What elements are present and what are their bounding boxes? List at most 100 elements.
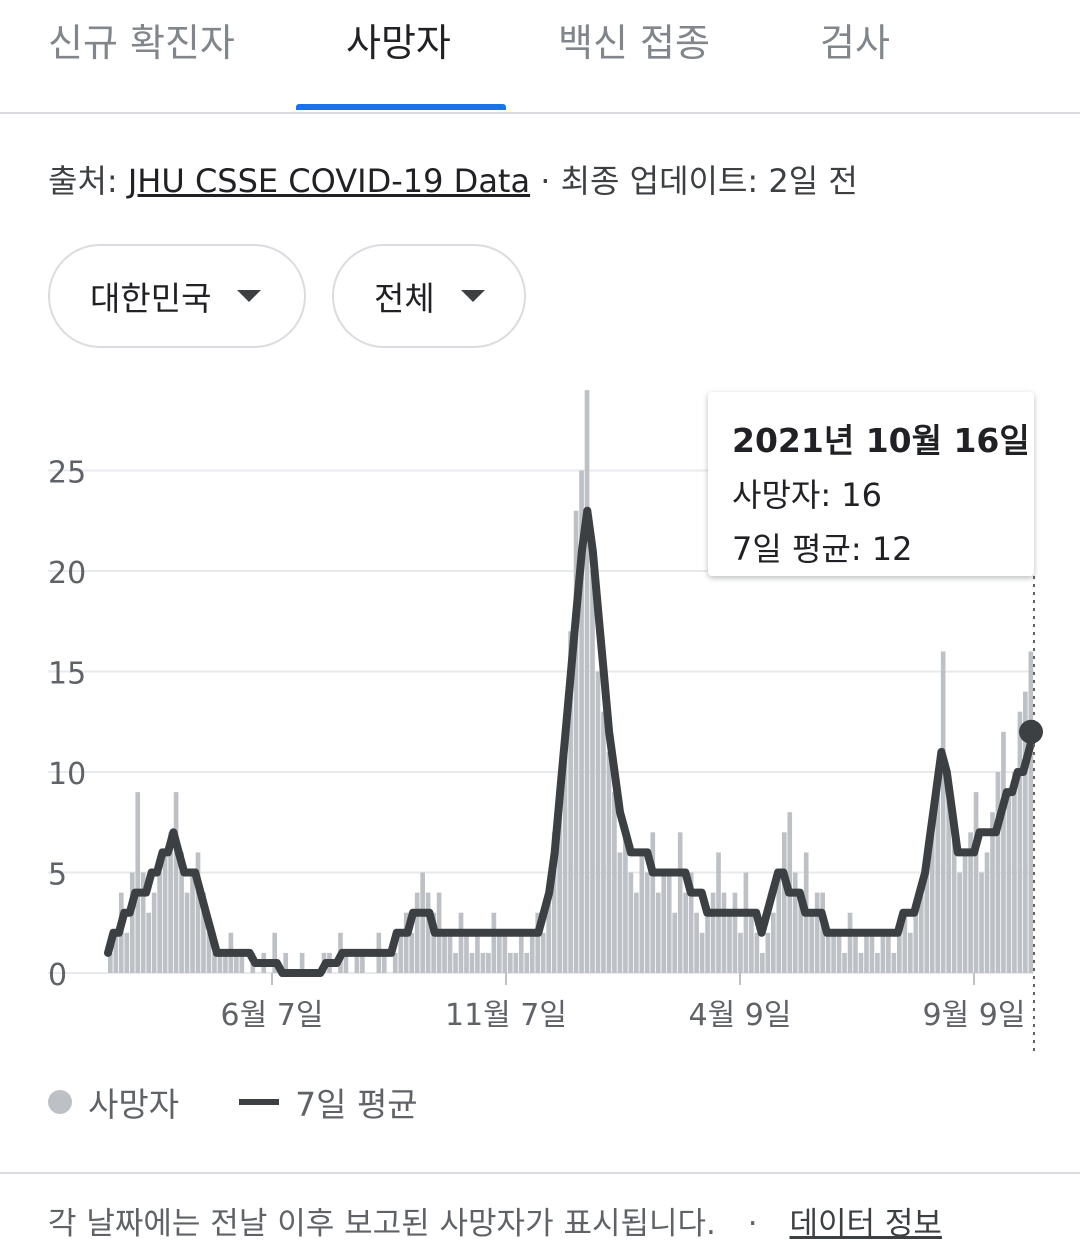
deaths-bar <box>683 892 688 973</box>
deaths-bar <box>688 872 694 973</box>
source-link[interactable]: JHU CSSE COVID-19 Data <box>127 162 531 200</box>
deaths-bar <box>497 932 502 973</box>
deaths-bar <box>858 952 864 973</box>
deaths-bar <box>946 792 951 973</box>
deaths-bar <box>513 952 519 973</box>
deaths-bar <box>535 912 541 973</box>
data-info-link[interactable]: 데이터 정보 <box>789 1206 942 1242</box>
deaths-bar <box>842 952 847 973</box>
x-tick-label: 11월 7일 <box>445 998 567 1033</box>
deaths-bar <box>190 872 195 973</box>
deaths-bar <box>162 852 168 973</box>
deaths-bar <box>573 510 579 973</box>
deaths-bar <box>738 932 743 973</box>
deaths-bar <box>283 952 288 973</box>
tab-vaccination[interactable]: 백신 접종 <box>558 21 710 65</box>
tab-deaths[interactable]: 사망자 <box>346 21 451 65</box>
deaths-bar <box>299 952 305 973</box>
deaths-bar <box>990 812 995 973</box>
deaths-bar <box>414 892 420 973</box>
source-separator: · <box>530 162 561 200</box>
deaths-bar <box>458 912 464 973</box>
deaths-bar <box>809 912 815 973</box>
deaths-bar <box>425 892 431 973</box>
deaths-bar <box>770 912 776 973</box>
deaths-bar <box>579 470 584 973</box>
deaths-bar <box>825 932 831 973</box>
deaths-bar <box>820 892 825 973</box>
tooltip-average: 7일 평균: 12 <box>732 530 913 568</box>
deaths-bar <box>546 892 551 973</box>
deaths-bar <box>403 912 409 973</box>
region-dropdown[interactable]: 대한민국 <box>48 244 306 348</box>
deaths-bar <box>234 952 239 973</box>
deaths-bar <box>661 872 667 973</box>
deaths-bar <box>880 932 886 973</box>
deaths-bar <box>195 852 201 973</box>
highlight-point <box>1019 719 1043 744</box>
deaths-bar <box>792 872 798 973</box>
deaths-bar <box>897 932 902 973</box>
tab-tests[interactable]: 검사 <box>820 21 890 65</box>
last-updated: 최종 업데이트: 2일 전 <box>560 162 858 200</box>
deaths-bar <box>754 932 760 973</box>
deaths-bar <box>853 932 858 973</box>
caret-down-icon <box>460 290 485 302</box>
deaths-bar <box>475 932 480 973</box>
y-tick-label: 20 <box>48 556 86 591</box>
deaths-bar <box>518 932 524 973</box>
deaths-bar <box>431 912 436 973</box>
tab-new-cases[interactable]: 신규 확진자 <box>48 21 235 65</box>
deaths-bar <box>486 952 491 973</box>
deaths-bar <box>765 932 771 973</box>
y-tick-label: 0 <box>48 958 67 993</box>
deaths-bar <box>798 892 804 973</box>
deaths-bar <box>875 952 880 973</box>
deaths-bar <box>979 872 984 973</box>
deaths-bar <box>699 932 705 973</box>
deaths-bar <box>639 852 645 973</box>
deaths-bar <box>146 912 152 973</box>
scope-dropdown[interactable]: 전체 <box>332 244 526 348</box>
deaths-bar <box>540 932 546 973</box>
deaths-bar <box>924 852 930 973</box>
tooltip-date: 2021년 10월 16일 <box>732 421 1030 460</box>
deaths-chart[interactable]: 0 5 10 15 20 25 6월 7일 11월 7일 4월 9일 9월 9일 <box>0 380 1080 1060</box>
x-tick-label: 6월 7일 <box>221 998 324 1033</box>
deaths-bar <box>1006 792 1012 973</box>
deaths-bar <box>1012 772 1017 973</box>
deaths-bar <box>814 892 820 973</box>
deaths-bar <box>727 912 732 973</box>
deaths-bar <box>157 872 162 973</box>
y-tick-label: 25 <box>48 456 86 491</box>
deaths-bar <box>469 952 475 973</box>
deaths-bar <box>491 912 497 973</box>
deaths-bar <box>1023 691 1028 973</box>
deaths-bar <box>343 952 349 973</box>
deaths-bar <box>666 872 672 973</box>
x-tick-label: 9월 9일 <box>923 998 1026 1033</box>
deaths-bar <box>760 952 765 973</box>
active-tab-indicator <box>296 104 506 110</box>
deaths-bar <box>173 792 179 973</box>
deaths-bar <box>644 872 650 973</box>
deaths-bar <box>749 912 754 973</box>
deaths-bar <box>398 932 404 973</box>
y-tick-label: 5 <box>48 858 67 893</box>
deaths-bar <box>557 812 562 973</box>
deaths-bar <box>1028 651 1034 973</box>
deaths-bar <box>634 892 639 973</box>
deaths-bar <box>864 932 869 973</box>
deaths-bar <box>623 832 628 973</box>
deaths-bar <box>464 932 469 973</box>
source-line: 출처: JHU CSSE COVID-19 Data · 최종 업데이트: 2일… <box>48 156 858 202</box>
deaths-bar <box>354 952 360 973</box>
deaths-bar <box>743 872 749 973</box>
deaths-bar <box>507 952 513 973</box>
deaths-bar <box>212 952 217 973</box>
deaths-bar <box>524 952 530 973</box>
deaths-bar <box>962 852 968 973</box>
deaths-bar <box>601 711 606 973</box>
legend-average-label: 7일 평균 <box>295 1085 418 1124</box>
tab-bar: 신규 확진자 사망자 백신 접종 검사 <box>0 0 1080 114</box>
